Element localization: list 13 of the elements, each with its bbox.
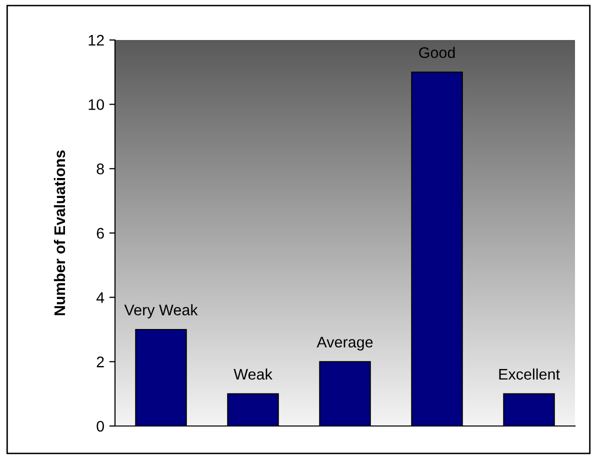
y-tick-label: 6 bbox=[96, 228, 104, 239]
y-tick-label: 10 bbox=[88, 99, 104, 110]
y-tick-label: 8 bbox=[96, 164, 104, 174]
y-tick-label: 2 bbox=[96, 356, 104, 368]
y-axis-title: Number of Evaluations bbox=[54, 150, 66, 316]
y-tick-label: 12 bbox=[88, 34, 104, 46]
x-tick-label: Average bbox=[316, 336, 373, 351]
x-tick-label: Excellent bbox=[499, 368, 560, 380]
x-tick-label: Good bbox=[419, 46, 455, 58]
x-tick-label: Very Weak bbox=[124, 304, 198, 318]
y-tick-label: 4 bbox=[96, 292, 104, 303]
x-tick-label: Weak bbox=[234, 368, 272, 380]
y-tick-label: 0 bbox=[96, 420, 104, 432]
